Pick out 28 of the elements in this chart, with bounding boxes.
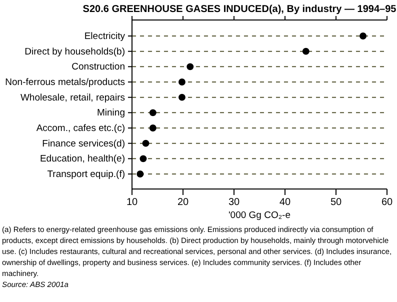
y-tick-label: Non-ferrous metals/products [5, 77, 126, 88]
x-tick-label: 50 [330, 197, 342, 208]
y-tick-label: Wholesale, retail, repairs [20, 92, 126, 104]
point [360, 32, 367, 40]
chart-title: S20.6 GREENHOUSE GASES INDUCED(a), By industry — 1994–95 [82, 4, 397, 15]
x-tick-label: 10 [126, 197, 138, 208]
point [149, 109, 156, 116]
y-tick-label: Accom., cafes etc.(c) [36, 123, 125, 134]
y-tick-label: Electricity [84, 31, 126, 42]
point [186, 63, 194, 70]
y-tick-label: Finance services(d) [42, 138, 125, 150]
point [149, 124, 156, 132]
y-tick-label: Direct by households(b) [24, 46, 125, 58]
point [178, 78, 186, 86]
x-tick-label: 60 [381, 197, 393, 208]
point [140, 155, 147, 162]
y-tick-label: Construction [72, 62, 125, 73]
point [178, 94, 186, 101]
point [302, 48, 310, 55]
x-tick-label: 20 [177, 197, 189, 208]
x-tick-label: 40 [279, 197, 291, 208]
y-tick-label: Transport equip.(f) [47, 169, 125, 180]
x-tick-label: 30 [228, 197, 240, 208]
y-tick-label: Education, health(e) [40, 154, 125, 165]
y-tick-label: Mining [97, 108, 125, 119]
x-axis-title: '000 Gg CO₂-e [228, 210, 291, 221]
point [136, 170, 144, 178]
point [142, 140, 150, 147]
